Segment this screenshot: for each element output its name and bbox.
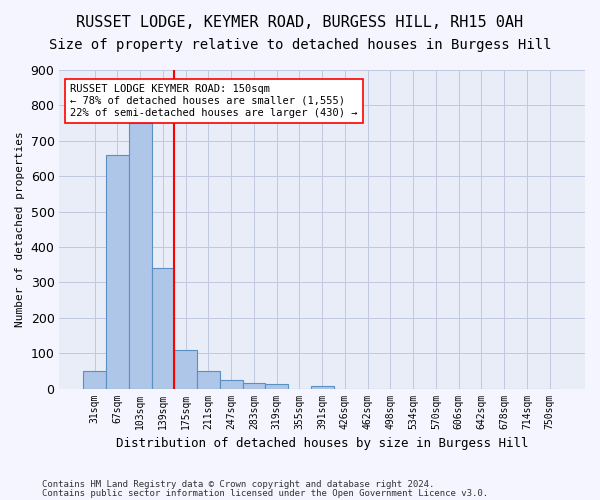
Bar bbox=[83, 371, 106, 388]
Bar bbox=[311, 386, 334, 388]
Text: RUSSET LODGE, KEYMER ROAD, BURGESS HILL, RH15 0AH: RUSSET LODGE, KEYMER ROAD, BURGESS HILL,… bbox=[76, 15, 524, 30]
Bar bbox=[265, 384, 288, 388]
Bar bbox=[220, 380, 242, 388]
Bar bbox=[152, 268, 175, 388]
Y-axis label: Number of detached properties: Number of detached properties bbox=[15, 132, 25, 327]
Bar bbox=[197, 371, 220, 388]
Text: Contains public sector information licensed under the Open Government Licence v3: Contains public sector information licen… bbox=[42, 489, 488, 498]
X-axis label: Distribution of detached houses by size in Burgess Hill: Distribution of detached houses by size … bbox=[116, 437, 529, 450]
Text: RUSSET LODGE KEYMER ROAD: 150sqm
← 78% of detached houses are smaller (1,555)
22: RUSSET LODGE KEYMER ROAD: 150sqm ← 78% o… bbox=[70, 84, 358, 117]
Bar bbox=[106, 155, 129, 388]
Bar bbox=[242, 383, 265, 388]
Text: Size of property relative to detached houses in Burgess Hill: Size of property relative to detached ho… bbox=[49, 38, 551, 52]
Bar bbox=[175, 350, 197, 389]
Text: Contains HM Land Registry data © Crown copyright and database right 2024.: Contains HM Land Registry data © Crown c… bbox=[42, 480, 434, 489]
Bar bbox=[129, 123, 152, 388]
